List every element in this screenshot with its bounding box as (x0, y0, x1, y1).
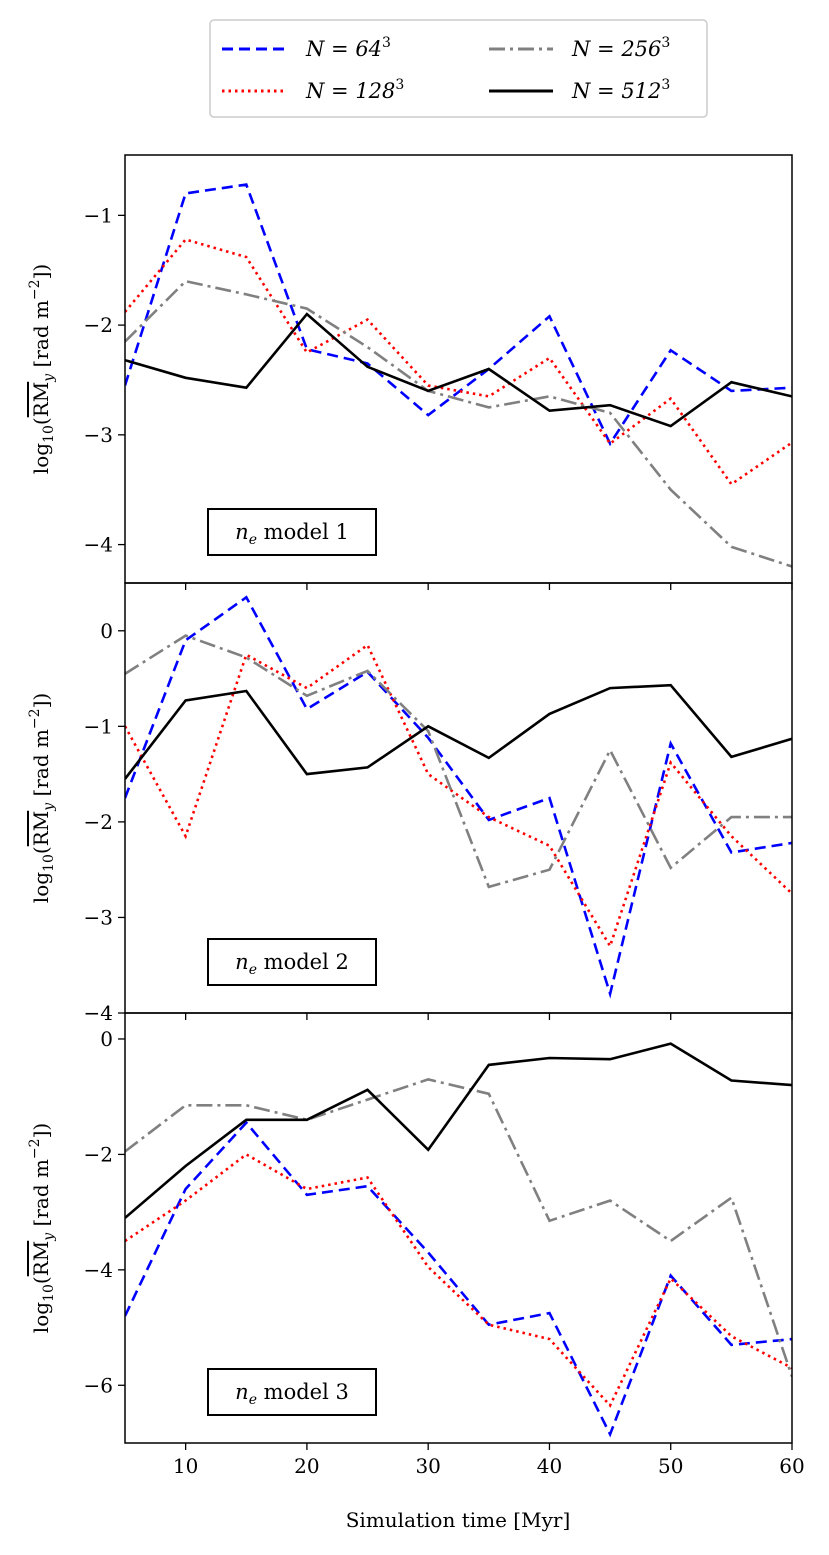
model-annotation-box-1 (207, 508, 377, 556)
y-axis-label-3: log10(RMy [rad m−2]) (27, 1123, 57, 1333)
series-line-n128-panel-3 (125, 1152, 792, 1408)
y-tick-label: −3 (84, 905, 113, 929)
y-axis-label-2: log10(RMy [rad m−2]) (27, 693, 57, 903)
panel-1: −4 −3 −2 −1 ne model 1 log10(RMy [rad m−2]) (27, 154, 793, 590)
legend-label-n64: N = 643 (305, 35, 391, 61)
y-tick-label: −6 (84, 1373, 113, 1397)
legend-label-n512: N = 5123 (571, 77, 670, 103)
series-line-n128-panel-1 (125, 238, 792, 486)
legend-label-n256: N = 2563 (571, 35, 670, 61)
series-line-n512-panel-1 (125, 312, 792, 428)
panel-3: −6 −4 −2 0 10 20 30 40 50 60 ne model 3 log10(RMy [… (27, 1012, 805, 1478)
panel-2: −4 −3 −2 −1 0 ne model 2 log10(RMy [rad m−2]) (27, 582, 793, 1025)
y-tick-label: 0 (100, 619, 113, 643)
model-annotation-label-1: ne model 1 (235, 520, 349, 548)
x-tick-label: 40 (537, 1454, 562, 1478)
x-tick-label: 60 (779, 1454, 804, 1478)
y-tick-label: 0 (100, 1027, 113, 1051)
x-tick-label: 20 (294, 1454, 319, 1478)
series-line-n256-panel-3 (125, 1078, 792, 1378)
y-tick-label: −1 (84, 714, 113, 738)
x-tick-label: 50 (658, 1454, 683, 1478)
y-tick-label: −2 (84, 810, 113, 834)
series-line-n64-panel-1 (125, 183, 792, 447)
y-tick-label: −3 (84, 423, 113, 447)
y-tick-label: −4 (84, 1258, 113, 1282)
series-line-n512-panel-2 (125, 683, 792, 780)
series-line-n128-panel-2 (125, 643, 792, 950)
x-tick-label: 10 (173, 1454, 198, 1478)
x-axis-label: Simulation time [Myr] (346, 1508, 571, 1532)
series-line-n512-panel-3 (125, 1042, 792, 1219)
y-axis-label-1: log10(RMy [rad m−2]) (27, 264, 57, 474)
y-tick-label: −2 (84, 313, 113, 337)
y-tick-label: −2 (84, 1142, 113, 1166)
legend: N = 643 N = 2563 N = 1283 N = 5123 (209, 19, 708, 118)
model-annotation-box-2 (207, 938, 377, 986)
series-line-n64-panel-3 (125, 1120, 792, 1438)
model-annotation-label-3: ne model 3 (235, 1380, 349, 1408)
x-tick-label: 30 (415, 1454, 440, 1478)
series-line-n256-panel-2 (125, 634, 792, 889)
model-annotation-label-2: ne model 2 (235, 950, 349, 978)
series-line-n256-panel-1 (125, 279, 792, 568)
y-tick-label: −4 (84, 533, 113, 557)
legend-frame (209, 19, 708, 118)
y-tick-label: −4 (84, 1001, 113, 1025)
legend-label-n128: N = 1283 (305, 77, 404, 103)
panel-frame-3 (124, 1012, 793, 1444)
series-line-n64-panel-2 (125, 595, 792, 999)
y-tick-label: −1 (84, 203, 113, 227)
model-annotation-box-3 (207, 1368, 377, 1416)
